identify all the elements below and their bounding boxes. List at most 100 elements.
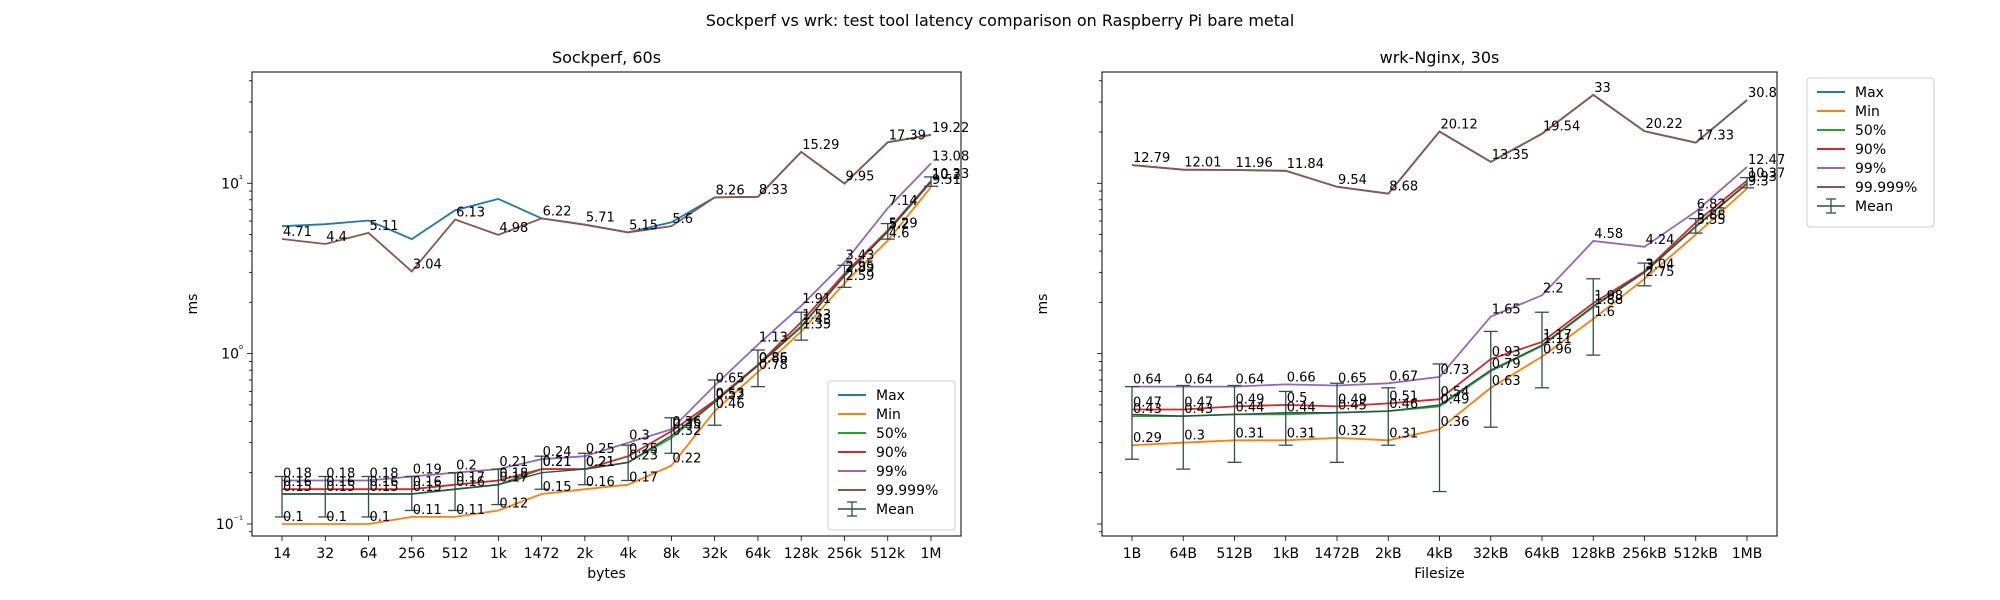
data-label: 1.53	[802, 308, 831, 323]
data-label: 1.43	[802, 313, 831, 328]
data-label: 0.1	[283, 510, 304, 525]
y-tick-label: 10⁰	[221, 345, 243, 363]
data-label: 17.39	[889, 128, 926, 143]
data-label: 11.96	[1236, 156, 1273, 171]
data-label: 1.91	[802, 292, 831, 307]
data-label: 10.2	[932, 168, 961, 183]
data-label: 1.98	[1594, 289, 1623, 304]
data-label: 0.21	[543, 455, 572, 470]
data-label: 0.47	[1133, 395, 1162, 410]
data-label: 0.16	[456, 475, 485, 490]
legend-label: 90%	[876, 445, 907, 461]
data-label: 0.15	[413, 480, 442, 495]
data-label: 0.17	[629, 471, 658, 486]
data-label: 2.89	[845, 261, 874, 276]
chart-title: wrk-Nginx, 30s	[1380, 48, 1500, 67]
x-tick-label: 1k	[490, 546, 508, 562]
data-label: 0.85	[759, 352, 788, 367]
x-tick-label: 256k	[827, 546, 863, 562]
chart-2: wrk-Nginx, 30s 1B 64B 512B 1kB 1472B 2kB 4kB 32k…	[1035, 48, 1935, 582]
x-tick-label: 64B	[1170, 546, 1197, 562]
data-label: 0.67	[1389, 369, 1418, 384]
data-label: 6.13	[456, 205, 485, 220]
legend-label: 99%	[876, 464, 907, 480]
series-line-90pct	[282, 180, 932, 491]
data-label: 8.68	[1389, 180, 1418, 195]
x-tick-label: 64k	[745, 546, 772, 562]
x-tick-label: 256kB	[1622, 546, 1666, 562]
data-label: 0.16	[370, 475, 399, 490]
legend-label: Mean	[1855, 199, 1893, 215]
legend-label: Min	[1855, 104, 1880, 120]
y-tick-label: 10¹	[221, 174, 243, 192]
legend: Max Min 50% 90% 99% 99.999% Mean	[1806, 77, 1935, 228]
data-label: 4.6	[889, 227, 910, 242]
x-tick-label: 512B	[1216, 546, 1252, 562]
data-label: 8.33	[759, 183, 788, 198]
data-label: 0.65	[1338, 371, 1367, 386]
series-line-99pct	[282, 162, 932, 482]
x-tick-label: 1472	[524, 546, 560, 562]
y-axis-label: ms	[185, 294, 201, 315]
x-tick-label: 2k	[576, 546, 594, 562]
data-label: 10.37	[1748, 167, 1785, 182]
data-label: 0.22	[672, 452, 701, 467]
data-label: 0.64	[1236, 373, 1265, 388]
data-label: 0.64	[1133, 373, 1162, 388]
data-label: 0.96	[1543, 343, 1572, 358]
data-label: 19.54	[1543, 120, 1580, 135]
legend-label: Min	[876, 407, 901, 423]
data-label: 0.18	[370, 466, 399, 481]
data-label: 0.21	[586, 455, 615, 470]
data-label: 0.36	[1441, 415, 1470, 430]
data-label: 0.73	[1441, 363, 1470, 378]
data-label: 9.51	[932, 173, 961, 188]
data-label: 0.53	[716, 387, 745, 402]
data-label: 11.84	[1287, 157, 1324, 172]
x-tick-label: 4k	[620, 546, 638, 562]
data-label: 5.11	[370, 219, 399, 234]
data-label: 0.25	[629, 442, 658, 457]
legend-label: Mean	[876, 502, 914, 518]
data-label: 0.21	[543, 455, 572, 470]
data-label: 0.2	[456, 459, 477, 474]
chart-1: Sockperf, 60s 10⁻¹ 10⁰ 10¹ 14 32 64 256 512 1k 147…	[185, 48, 969, 582]
x-tick-label: 2kB	[1375, 546, 1402, 562]
x-tick-label: 128k	[784, 546, 820, 562]
data-label: 3.04	[1646, 257, 1675, 272]
series-line-99.999pct	[1131, 93, 1748, 195]
data-label: 1.88	[1594, 293, 1623, 308]
plot-frame	[251, 71, 962, 537]
data-label: 0.66	[1287, 370, 1316, 385]
data-label: 0.3	[1184, 429, 1205, 444]
data-label: 6.82	[1697, 198, 1726, 213]
data-label: 1.65	[1492, 303, 1521, 318]
data-label: 0.65	[716, 371, 745, 386]
data-label: 0.43	[1184, 402, 1213, 417]
x-tick-label: 64kB	[1524, 546, 1560, 562]
data-label: 5.15	[629, 218, 658, 233]
data-label: 0.47	[1184, 395, 1213, 410]
data-label: 0.46	[716, 397, 745, 412]
legend-label: Max	[876, 388, 905, 404]
data-label: 0.15	[326, 480, 355, 495]
data-label: 0.16	[283, 475, 312, 490]
data-label: 0.86	[759, 351, 788, 366]
data-label: 13.08	[932, 149, 969, 164]
data-label: 3	[1646, 258, 1654, 273]
series-line-Min	[282, 186, 932, 525]
plot-frame	[1101, 71, 1778, 537]
data-label: 2.75	[1646, 265, 1675, 280]
data-label: 9.54	[1338, 173, 1367, 188]
x-axis-label: bytes	[587, 566, 626, 582]
data-label: 0.12	[499, 496, 528, 511]
data-label: 9.3	[1748, 175, 1769, 190]
data-label: 6.22	[543, 204, 572, 219]
data-label: 0.35	[672, 417, 701, 432]
x-tick-label: 1B	[1123, 546, 1142, 562]
x-tick-label: 128kB	[1571, 546, 1615, 562]
data-label: 0.45	[1338, 399, 1367, 414]
legend-box	[827, 380, 956, 531]
legend-label: 90%	[1855, 142, 1886, 158]
